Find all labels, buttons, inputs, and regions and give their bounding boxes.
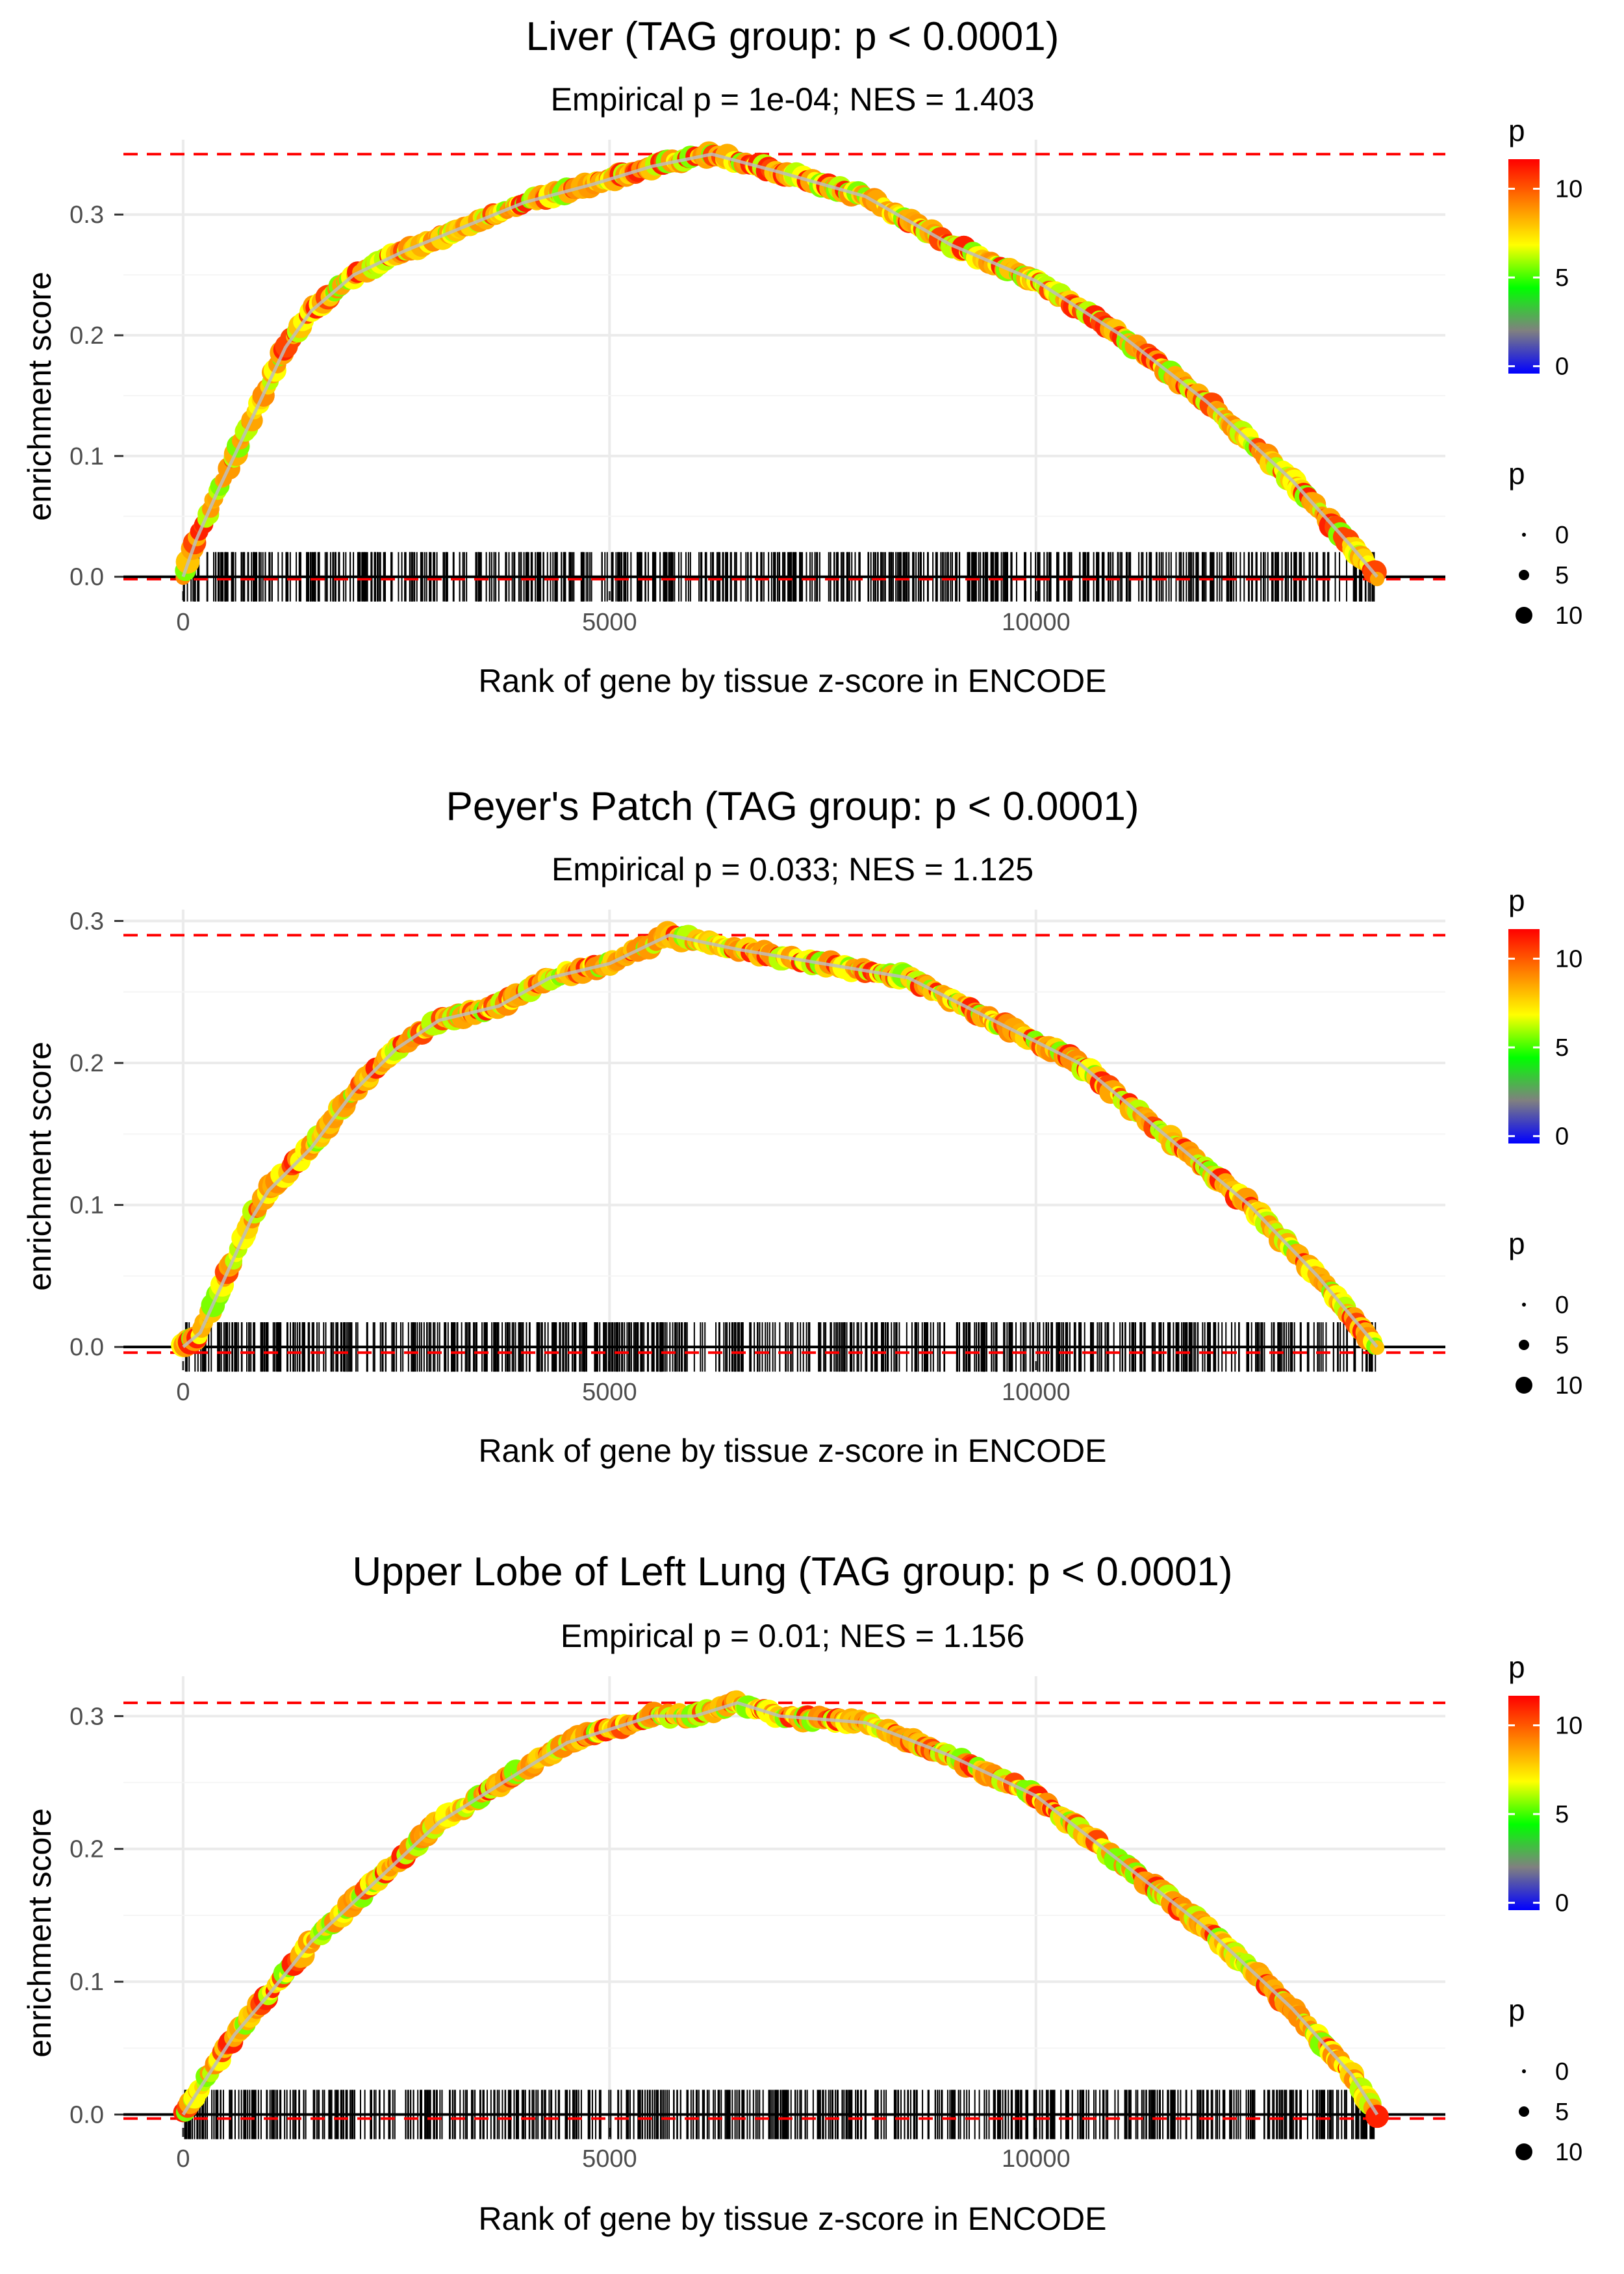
panel-title: Liver (TAG group: p < 0.0001) [526, 14, 1059, 59]
color-legend-title: p [1508, 114, 1525, 147]
y-tick-label: 0.2 [70, 1836, 104, 1863]
x-tick-label: 5000 [582, 2145, 637, 2173]
size-legend-label: 0 [1555, 1292, 1569, 1319]
size-legend-label: 10 [1555, 1372, 1582, 1399]
size-legend-title: p [1508, 1227, 1525, 1260]
size-legend-title: p [1508, 457, 1525, 491]
x-tick-label: 10000 [1002, 1379, 1071, 1406]
y-tick-label: 0.0 [70, 1334, 104, 1361]
x-tick-label: 0 [176, 2145, 190, 2173]
color-bar-tick-label: 5 [1555, 1801, 1569, 1828]
y-tick-label: 0.3 [70, 1703, 104, 1730]
enrichment-point [1369, 572, 1385, 587]
legend: p 10 5 0 p 0 5 10 [1508, 1650, 1582, 2166]
size-legend-title: p [1508, 1993, 1525, 2027]
size-legend-dot [1519, 1340, 1529, 1350]
size-legend-label: 5 [1555, 2099, 1569, 2126]
y-tick-label: 0.0 [70, 2102, 104, 2129]
color-bar-tick-label: 0 [1555, 1890, 1569, 1917]
color-bar-tick-label: 0 [1555, 1123, 1569, 1151]
color-legend-title: p [1508, 1650, 1525, 1684]
panel-subtitle: Empirical p = 1e-04; NES = 1.403 [551, 81, 1035, 118]
y-axis-label: enrichment score [21, 272, 58, 521]
size-legend-dot [1522, 1303, 1526, 1307]
y-tick-label: 0.1 [70, 1969, 104, 1996]
size-legend-label: 0 [1555, 522, 1569, 549]
y-tick-label: 0.1 [70, 1192, 104, 1220]
gsea-panel-upper-lobe-left-lung: Upper Lobe of Left Lung (TAG group: p < … [21, 1550, 1582, 2237]
gsea-panel-peyers-patch: Peyer's Patch (TAG group: p < 0.0001) Em… [21, 784, 1582, 1469]
panel-subtitle: Empirical p = 0.01; NES = 1.156 [561, 1618, 1024, 1654]
legend: p 10 5 0 p 0 5 10 [1508, 884, 1582, 1399]
curve-points [171, 921, 1385, 1357]
y-tick-label: 0.2 [70, 1050, 104, 1077]
enrichment-curve-line [181, 1701, 1379, 2115]
x-tick-label: 5000 [582, 1379, 637, 1406]
x-tick-label: 10000 [1002, 609, 1071, 636]
color-bar-tick-label: 5 [1555, 1034, 1569, 1062]
legend: p 10 5 0 p 0 5 10 [1508, 114, 1582, 630]
panel-title: Peyer's Patch (TAG group: p < 0.0001) [446, 784, 1139, 829]
enrichment-curve-line [181, 152, 1378, 578]
enrichment-point [1365, 2104, 1389, 2128]
color-bar-tick-label: 5 [1555, 264, 1569, 292]
color-bar-tick-label: 0 [1555, 353, 1569, 381]
size-legend-dot [1516, 2143, 1532, 2160]
x-axis-label: Rank of gene by tissue z-score in ENCODE [478, 2201, 1106, 2237]
panel-title: Upper Lobe of Left Lung (TAG group: p < … [352, 1550, 1232, 1594]
x-axis-label: Rank of gene by tissue z-score in ENCODE [478, 1433, 1106, 1469]
color-bar-tick-label: 10 [1555, 176, 1582, 203]
color-bar [1508, 929, 1540, 1143]
color-bar-tick-label: 10 [1555, 1713, 1582, 1740]
size-legend-label: 5 [1555, 1332, 1569, 1359]
y-tick-label: 0.3 [70, 201, 104, 229]
y-axis-label: enrichment score [21, 1041, 58, 1291]
color-bar-tick-label: 10 [1555, 946, 1582, 973]
color-legend-title: p [1508, 884, 1525, 917]
size-legend-label: 10 [1555, 2139, 1582, 2166]
size-legend-label: 0 [1555, 2058, 1569, 2086]
size-legend-dot [1516, 607, 1532, 624]
size-legend-label: 5 [1555, 562, 1569, 589]
y-axis-label: enrichment score [21, 1808, 58, 2058]
curve-points [175, 141, 1387, 587]
size-legend-label: 10 [1555, 602, 1582, 630]
curve-points [173, 1690, 1389, 2128]
x-tick-label: 5000 [582, 609, 637, 636]
enrichment-curve-line [182, 933, 1378, 1349]
y-tick-label: 0.2 [70, 322, 104, 350]
color-bar [1508, 159, 1540, 374]
size-legend-dot [1522, 2069, 1526, 2073]
y-tick-label: 0.3 [70, 908, 104, 935]
x-tick-label: 0 [176, 609, 190, 636]
y-tick-label: 0.1 [70, 443, 104, 470]
size-legend-dot [1519, 570, 1529, 580]
size-legend-dot [1522, 533, 1526, 537]
x-tick-label: 10000 [1002, 2145, 1071, 2173]
color-bar [1508, 1696, 1540, 1910]
y-tick-label: 0.0 [70, 564, 104, 591]
panel-subtitle: Empirical p = 0.033; NES = 1.125 [552, 851, 1034, 888]
gsea-panel-liver: Liver (TAG group: p < 0.0001) Empirical … [21, 14, 1582, 699]
x-tick-label: 0 [176, 1379, 190, 1406]
size-legend-dot [1516, 1377, 1532, 1394]
x-axis-label: Rank of gene by tissue z-score in ENCODE [478, 663, 1106, 699]
size-legend-dot [1519, 2106, 1529, 2117]
